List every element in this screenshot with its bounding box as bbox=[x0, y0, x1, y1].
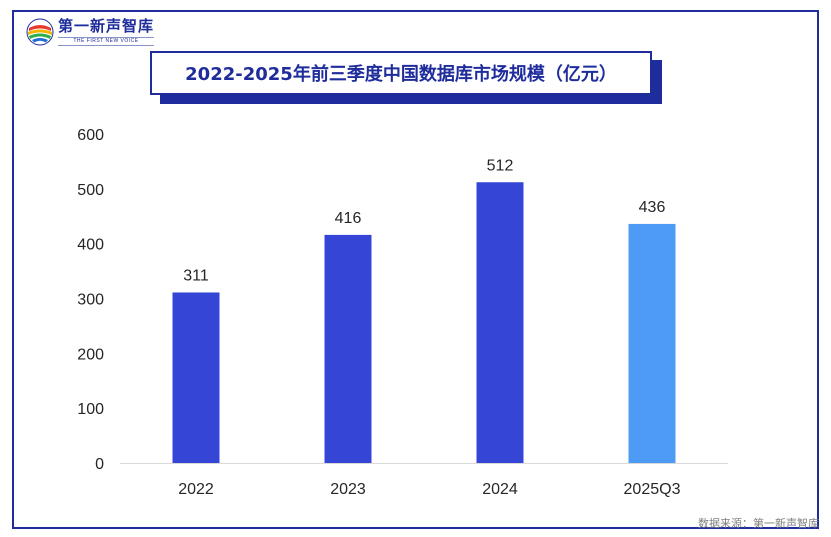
bar-2025q3 bbox=[629, 224, 676, 463]
x-tick-label: 2024 bbox=[482, 481, 518, 498]
y-tick-label: 600 bbox=[77, 127, 104, 144]
bar-chart: 0100200300400500600 311416512436 2022202… bbox=[0, 0, 831, 537]
data-label: 416 bbox=[335, 210, 362, 227]
x-tick-label: 2025Q3 bbox=[624, 481, 681, 498]
y-tick-label: 400 bbox=[77, 237, 104, 254]
bar-2022 bbox=[173, 292, 220, 463]
bar-2024 bbox=[477, 182, 524, 463]
y-tick-label: 200 bbox=[77, 346, 104, 363]
data-label: 311 bbox=[183, 267, 209, 284]
y-tick-label: 0 bbox=[95, 456, 104, 473]
data-labels-group: 311 416 512 436 bbox=[183, 157, 665, 284]
y-axis-ticks: 0 100 200 300 400 500 600 bbox=[77, 127, 104, 473]
data-label: 436 bbox=[639, 199, 666, 216]
data-label: 512 bbox=[487, 157, 514, 174]
source-note: 数据来源：第一新声智库 bbox=[698, 515, 819, 531]
y-tick-label: 500 bbox=[77, 182, 104, 199]
x-tick-label: 2022 bbox=[178, 481, 214, 498]
y-tick-label: 100 bbox=[77, 401, 104, 418]
x-axis-ticks: 2022 2023 2024 2025Q3 bbox=[178, 481, 680, 498]
bar-2023 bbox=[325, 235, 372, 463]
y-tick-label: 300 bbox=[77, 292, 104, 309]
bars-group bbox=[173, 182, 676, 463]
x-tick-label: 2023 bbox=[330, 481, 366, 498]
